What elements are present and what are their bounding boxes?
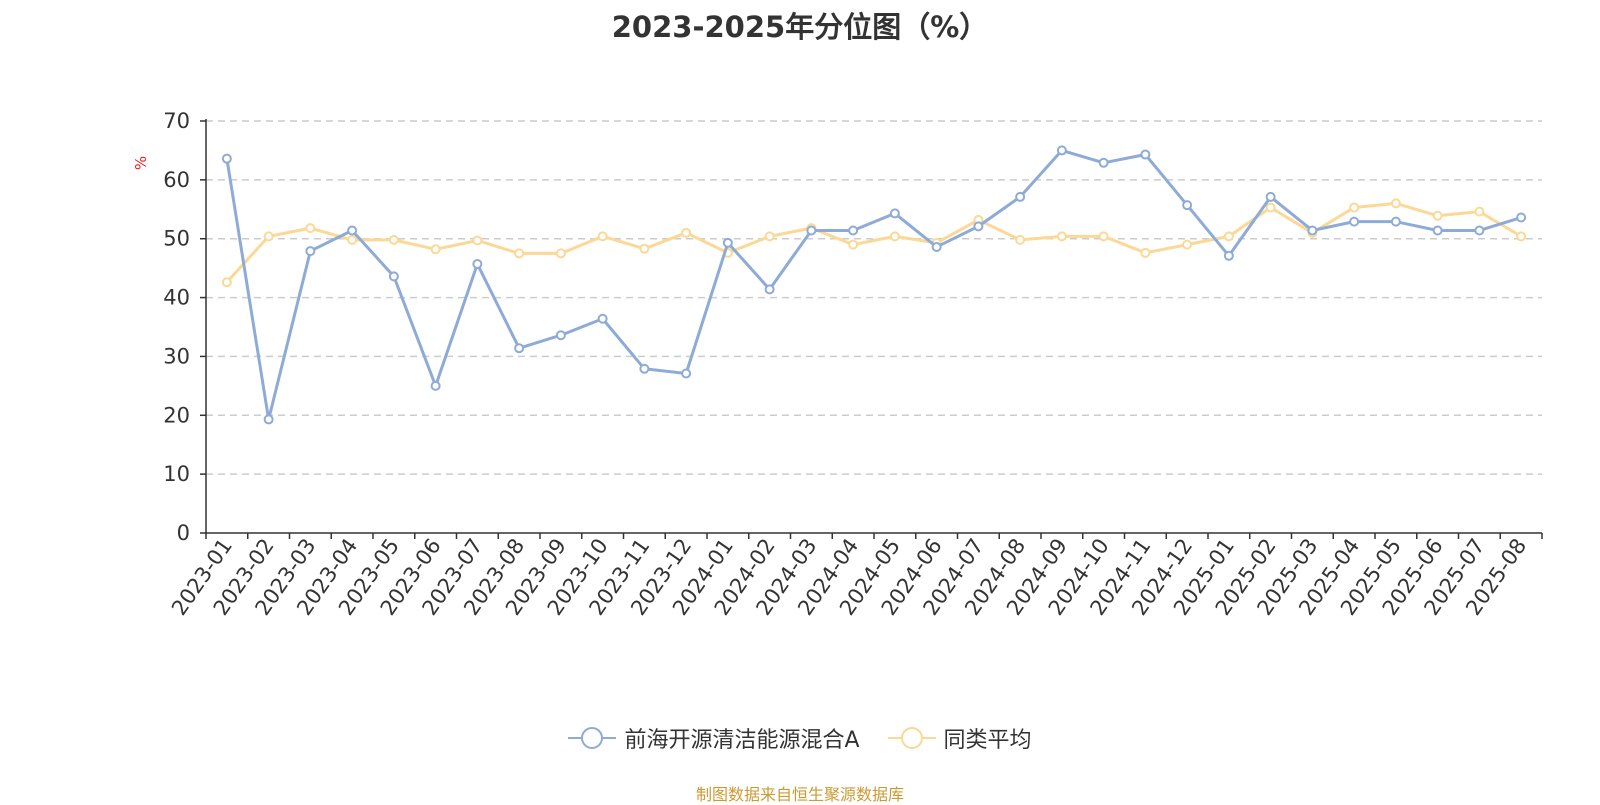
- legend-item[interactable]: 同类平均: [887, 722, 1032, 754]
- data-point: [1390, 216, 1401, 227]
- y-tick-label: 60: [163, 168, 190, 192]
- data-point: [1056, 231, 1067, 242]
- data-point: [1140, 247, 1151, 258]
- data-point: [221, 153, 232, 164]
- data-point: [1474, 225, 1485, 236]
- data-point: [931, 241, 942, 252]
- data-point: [388, 271, 399, 282]
- data-point: [1140, 149, 1151, 160]
- data-point: [597, 231, 608, 242]
- axes: 0102030405060702023-012023-022023-032023…: [163, 109, 1543, 620]
- y-tick-label: 40: [163, 286, 190, 310]
- y-tick-label: 30: [163, 344, 190, 368]
- y-tick-label: 20: [163, 403, 190, 427]
- data-point: [681, 368, 692, 379]
- data-point: [1265, 202, 1276, 213]
- series-layer: [221, 145, 1527, 425]
- y-tick-label: 50: [163, 227, 190, 251]
- series-line: [225, 201, 1522, 284]
- data-point: [430, 380, 441, 391]
- chart-title: 2023-2025年分位图（%）: [611, 10, 989, 44]
- data-point: [889, 208, 900, 219]
- data-point: [472, 235, 483, 246]
- data-point: [1015, 191, 1026, 202]
- data-point: [764, 231, 775, 242]
- data-point: [973, 221, 984, 232]
- data-point: [388, 234, 399, 245]
- legend-label: 同类平均: [943, 728, 1032, 753]
- data-point: [305, 223, 316, 234]
- data-point: [263, 414, 274, 425]
- data-point: [764, 284, 775, 295]
- data-point: [514, 343, 525, 354]
- legend-label: 前海开源清洁能源混合A: [624, 728, 860, 753]
- data-point: [1223, 231, 1234, 242]
- data-point: [1098, 231, 1109, 242]
- data-point: [555, 330, 566, 341]
- data-point: [1432, 225, 1443, 236]
- data-point: [1390, 198, 1401, 209]
- y-tick-label: 10: [163, 462, 190, 486]
- data-point: [1098, 157, 1109, 168]
- data-point: [1516, 231, 1527, 242]
- data-point: [1182, 200, 1193, 211]
- data-point: [1516, 212, 1527, 223]
- data-point: [597, 313, 608, 324]
- data-point: [1182, 239, 1193, 250]
- legend: 前海开源清洁能源混合A 同类平均: [0, 722, 1600, 757]
- data-point: [1432, 210, 1443, 221]
- legend-item[interactable]: 前海开源清洁能源混合A: [568, 722, 860, 754]
- data-point: [555, 248, 566, 259]
- data-point: [430, 244, 441, 255]
- series-line: [225, 148, 1522, 421]
- data-point: [472, 259, 483, 270]
- grid-lines: [206, 120, 1542, 475]
- data-point: [1015, 234, 1026, 245]
- data-point: [347, 234, 358, 245]
- data-point: [1265, 191, 1276, 202]
- data-point: [889, 231, 900, 242]
- legend-marker-icon: [568, 725, 617, 751]
- data-point: [221, 277, 232, 288]
- data-point: [1349, 216, 1360, 227]
- source-note: 制图数据来自恒生聚源数据库: [695, 785, 904, 804]
- data-point: [639, 363, 650, 374]
- data-point: [806, 225, 817, 236]
- y-tick-label: 0: [177, 521, 190, 545]
- data-point: [1223, 250, 1234, 261]
- data-point: [1307, 225, 1318, 236]
- data-point: [514, 248, 525, 259]
- data-point: [347, 225, 358, 236]
- data-point: [848, 225, 859, 236]
- data-point: [639, 243, 650, 254]
- data-point: [1349, 202, 1360, 213]
- data-point: [848, 239, 859, 250]
- data-point: [1056, 145, 1067, 156]
- data-point: [681, 227, 692, 238]
- data-point: [263, 231, 274, 242]
- y-tick-label: 70: [163, 109, 190, 133]
- legend-marker-icon: [887, 725, 936, 751]
- data-point: [722, 237, 733, 248]
- y-axis-unit-label: %: [132, 156, 150, 170]
- data-point: [305, 246, 316, 257]
- data-point: [1474, 206, 1485, 217]
